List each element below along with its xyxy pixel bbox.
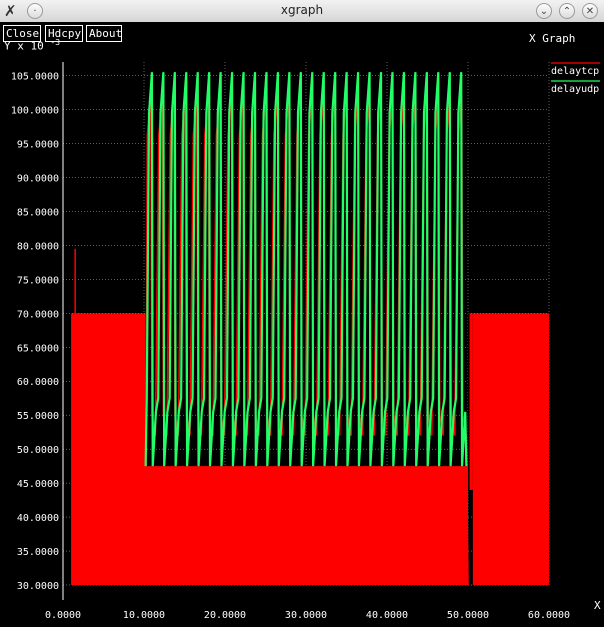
y-tick-label: 30.0000 (17, 581, 59, 592)
y-tick-label: 60.0000 (17, 377, 59, 388)
close-button[interactable]: Close (3, 25, 41, 42)
close-icon[interactable]: ✕ (582, 3, 598, 19)
hdcpy-button[interactable]: Hdcpy (45, 25, 83, 42)
x-tick-label: 40.0000 (366, 610, 408, 621)
x-tick-label: 20.0000 (204, 610, 246, 621)
legend-label-delayudp: delayudp (551, 84, 599, 95)
series-delayudp (144, 72, 468, 467)
legend-label-delaytcp: delaytcp (551, 66, 599, 77)
x-tick-label: 50.0000 (447, 610, 489, 621)
x-tick-label: 0.0000 (45, 610, 81, 621)
y-tick-label: 65.0000 (17, 343, 59, 354)
y-axis-exponent: -3 (50, 38, 61, 47)
delaytcp-base (145, 466, 468, 585)
y-tick-label: 95.0000 (17, 140, 59, 151)
plot-area: Close Hdcpy About Y x 10 -3 X Graph X 30… (0, 22, 604, 627)
delaytcp-block (71, 313, 146, 585)
menu-dot-icon[interactable]: · (27, 3, 43, 19)
x-tick-label: 10.0000 (123, 610, 165, 621)
y-tick-label: 75.0000 (17, 275, 59, 286)
x-tick-label: 30.0000 (285, 610, 327, 621)
y-tick-label: 40.0000 (17, 513, 59, 524)
delaytcp-block (468, 313, 473, 490)
window-title: xgraph (280, 3, 324, 17)
delayudp-trace (144, 72, 468, 467)
chevron-up-icon[interactable]: ⌃ (559, 3, 575, 19)
y-tick-label: 35.0000 (17, 547, 59, 558)
chevron-down-icon[interactable]: ⌄ (536, 3, 552, 19)
series-delaytcp (71, 95, 549, 586)
y-tick-label: 45.0000 (17, 479, 59, 490)
y-tick-label: 55.0000 (17, 411, 59, 422)
y-axis-label: Y x 10 -3 (4, 38, 60, 53)
series-layer (71, 72, 549, 586)
about-button[interactable]: About (86, 25, 122, 42)
title-bar[interactable]: ✗ · xgraph ⌄ ⌃ ✕ (0, 0, 604, 23)
y-tick-label: 70.0000 (17, 309, 59, 320)
y-axis-label-text: Y x 10 (4, 39, 44, 53)
y-tick-label: 50.0000 (17, 445, 59, 456)
y-tick-label: 80.0000 (17, 241, 59, 252)
legend: delaytcp delayudp (551, 62, 600, 95)
delaytcp-block (472, 313, 549, 585)
chart-title: X Graph (529, 32, 576, 45)
axis-layer: 30.0000 35.0000 40.0000 45.0000 50.0000 55.00… (11, 62, 570, 621)
x-tick-label: 60.0000 (528, 610, 570, 621)
y-tick-label: 100.0000 (11, 106, 59, 117)
y-tick-label: 90.0000 (17, 173, 59, 184)
x-logo-icon[interactable]: ✗ (4, 2, 17, 20)
y-tick-label: 105.0000 (11, 72, 59, 83)
y-tick-label: 85.0000 (17, 207, 59, 218)
x-axis-label: X (594, 599, 601, 612)
chart-svg: 30.0000 35.0000 40.0000 45.0000 50.0000 55.00… (11, 62, 600, 621)
